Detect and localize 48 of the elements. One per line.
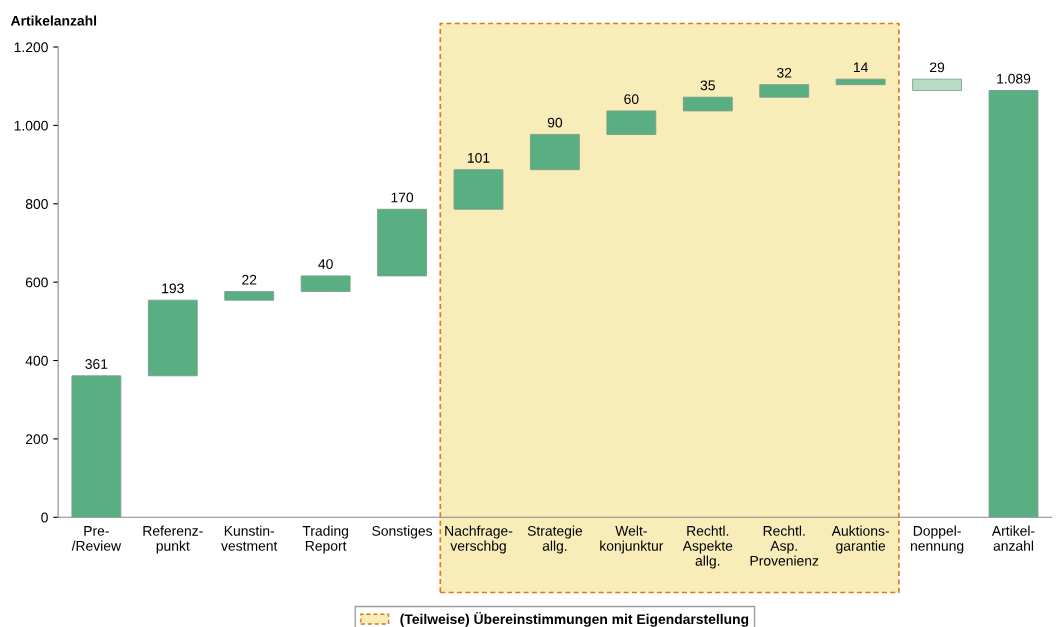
data-label: 60: [624, 94, 639, 104]
bar: [988, 90, 1039, 518]
x-tick-label: Kunstin- vestment: [221, 525, 278, 551]
data-label: 193: [162, 283, 184, 294]
y-tick-label: 600: [25, 277, 48, 288]
y-axis-title: Artikelanzahl: [10, 15, 97, 26]
data-label: 101: [467, 152, 490, 163]
y-tick-label: 400: [25, 355, 48, 366]
y-tick-label: 1.200: [14, 42, 48, 53]
y-tick-label: 800: [25, 199, 48, 209]
x-tick-label: Rechtl. Asp. Provenienz: [750, 525, 819, 566]
bar: [835, 78, 886, 86]
x-tick-label: Sonstiges: [372, 525, 433, 539]
y-tick-label: 0: [41, 512, 48, 523]
data-label: 35: [700, 80, 715, 91]
bar: [71, 375, 122, 518]
x-tick-label: Pre- /Review: [71, 526, 122, 551]
bar: [377, 208, 427, 277]
x-tick-label: Doppel- nennung: [910, 525, 964, 554]
data-label: 22: [242, 274, 257, 285]
data-label: 40: [318, 259, 333, 269]
x-tick-label: Artikel- anzahl: [991, 525, 1035, 551]
x-tick-label: Nachfrage- verschbg: [445, 525, 513, 554]
bar: [912, 78, 962, 91]
data-label: 170: [391, 192, 414, 203]
data-label: 1.089: [997, 73, 1031, 84]
data-label: 32: [777, 67, 792, 78]
x-tick-label: Auktions- garantie: [831, 525, 889, 554]
bar: [682, 96, 733, 112]
data-label: 90: [547, 117, 563, 128]
legend-label: (Teilweise) Übereinstimmungen mit Eigendarstellung: [400, 612, 749, 627]
data-label: 361: [85, 359, 108, 369]
bar: [530, 133, 580, 171]
bar: [147, 299, 198, 377]
x-tick-label: Strategie allg.: [527, 525, 583, 554]
data-label: 29: [930, 62, 945, 73]
data-label: 14: [853, 62, 868, 73]
x-tick-label: Trading Report: [302, 525, 349, 554]
x-tick-label: Rechtl. Aspekte allg.: [682, 525, 733, 569]
bar: [759, 84, 810, 98]
bar: [606, 110, 657, 135]
y-tick-label: 200: [25, 434, 48, 445]
bar: [224, 291, 275, 301]
y-tick-label: 1.000: [14, 120, 48, 131]
bar: [300, 275, 351, 292]
x-tick-label: Referenz- punkt: [143, 525, 203, 554]
x-tick-label: Welt- konjunktur: [600, 525, 664, 554]
bar: [453, 169, 504, 210]
